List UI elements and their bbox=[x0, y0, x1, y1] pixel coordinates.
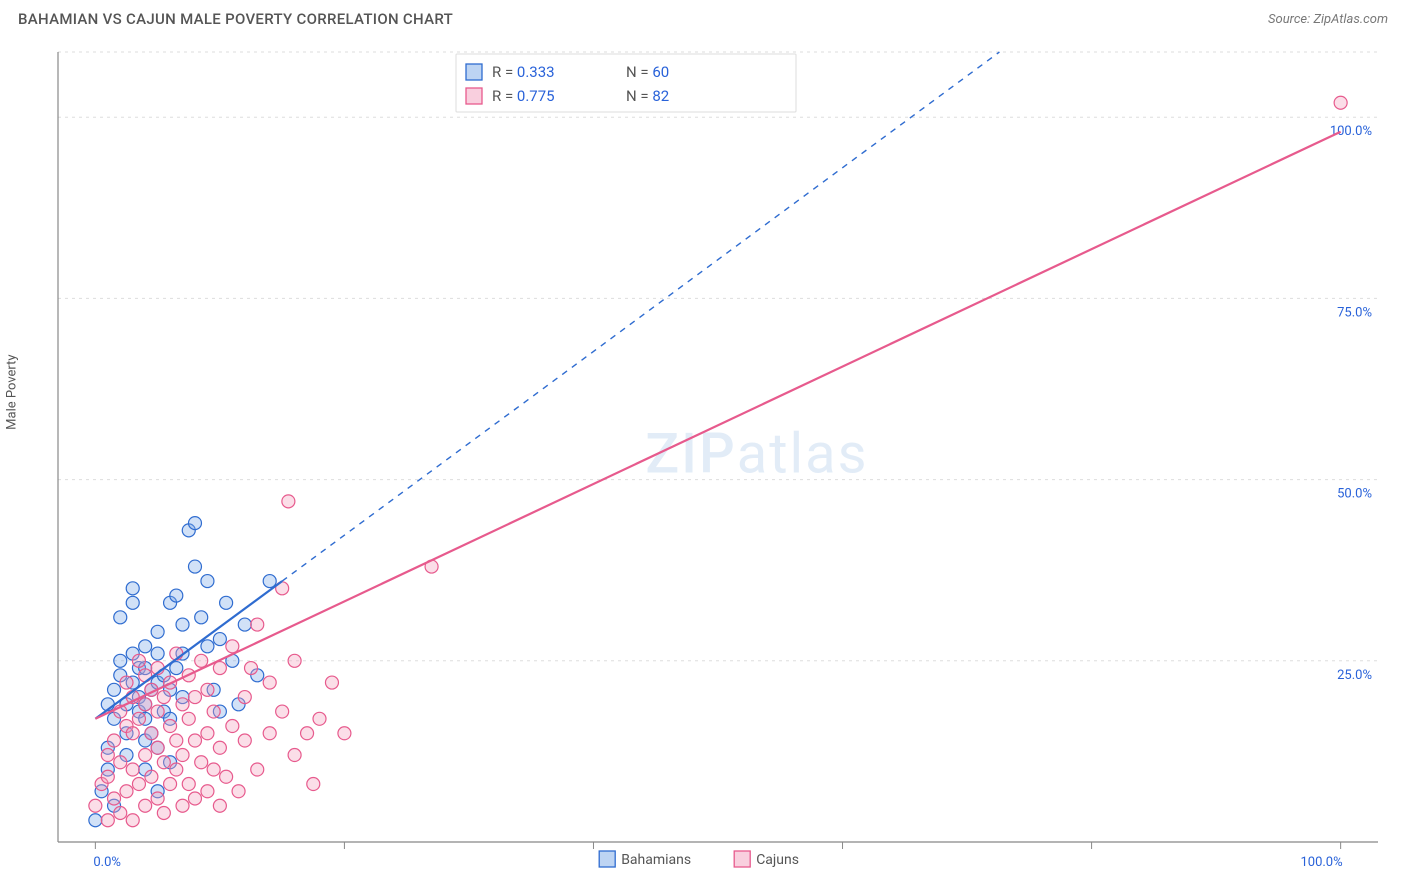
source-name: ZipAtlas.com bbox=[1313, 12, 1388, 27]
svg-text:N = 60: N = 60 bbox=[626, 63, 669, 81]
svg-text:100.0%: 100.0% bbox=[1330, 124, 1372, 139]
svg-text:75.0%: 75.0% bbox=[1337, 305, 1372, 320]
source-label: Source: ZipAtlas.com bbox=[1268, 12, 1388, 27]
scatter-chart: ZIPatlas 0.0% 100.0% 25.0% 50.0% 75.0% 100.0% R… bbox=[18, 40, 1388, 880]
chart-container: Male Poverty ZIPatlas0.0%100.0%25.0%50.0… bbox=[18, 40, 1388, 880]
svg-text:0.0%: 0.0% bbox=[93, 855, 121, 870]
svg-text:100.0%: 100.0% bbox=[1300, 855, 1342, 870]
svg-text:ZIPatlas: ZIPatlas bbox=[645, 420, 868, 486]
svg-text:N = 82: N = 82 bbox=[626, 87, 669, 105]
svg-text:R = 0.775: R = 0.775 bbox=[492, 87, 555, 105]
svg-text:Cajuns: Cajuns bbox=[756, 852, 799, 868]
svg-text:25.0%: 25.0% bbox=[1337, 668, 1372, 683]
chart-title: BAHAMIAN VS CAJUN MALE POVERTY CORRELATI… bbox=[18, 10, 453, 28]
svg-text:R = 0.333: R = 0.333 bbox=[492, 63, 555, 81]
svg-text:50.0%: 50.0% bbox=[1337, 487, 1372, 502]
y-axis-label: Male Poverty bbox=[5, 354, 20, 429]
svg-text:Bahamians: Bahamians bbox=[621, 852, 691, 868]
source-prefix: Source: bbox=[1268, 12, 1310, 27]
